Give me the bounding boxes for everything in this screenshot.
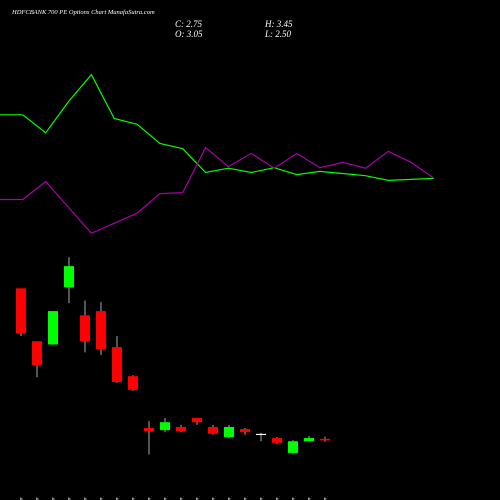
x-tick-label: 24 Mar	[17, 496, 24, 500]
candle-body	[16, 288, 26, 334]
x-tick-label: 04 Apr	[145, 496, 152, 500]
candle-body	[272, 438, 282, 443]
candle-body	[160, 422, 170, 431]
candle-body	[320, 438, 330, 441]
line-series	[0, 73, 435, 182]
x-tick-label: 15 Apr	[226, 496, 232, 500]
x-tick-label: 24 Apr	[321, 496, 328, 500]
candle-body	[208, 426, 218, 434]
x-tick-label: 28 Mar	[82, 496, 88, 500]
x-tick-label: 23 Apr	[306, 496, 312, 500]
high-label: H: 3.45	[264, 19, 293, 29]
candle-body	[192, 417, 202, 423]
open-label: O: 3.05	[175, 29, 203, 39]
candle-body	[144, 428, 154, 432]
x-tick-label: 16 Apr	[242, 496, 248, 500]
candle-body	[96, 311, 106, 350]
candle-body	[32, 341, 42, 366]
x-tick-label: 21 Apr	[274, 496, 280, 500]
low-label: L: 2.50	[264, 29, 292, 39]
x-tick-label: 17 Apr	[258, 496, 264, 500]
x-tick-label: 22 Apr	[290, 496, 296, 500]
candle-body	[224, 426, 234, 438]
x-tick-label: 02 Apr	[114, 496, 120, 500]
candle-body	[176, 426, 186, 432]
candle-body	[304, 438, 314, 442]
x-tick-label: 07 Apr	[162, 496, 168, 500]
x-tick-label: 01 Apr	[98, 496, 104, 500]
candle-body	[288, 441, 298, 453]
chart-title: HDFCBANK 700 PE Options Chart MunafaSutr…	[11, 9, 155, 16]
close-label: C: 2.75	[175, 19, 203, 29]
candle-body	[64, 266, 74, 288]
candle-body	[128, 376, 138, 390]
x-tick-label: 08 Apr	[178, 496, 184, 500]
x-tick-label: 27 Mar	[66, 496, 72, 500]
candle-body	[48, 311, 58, 345]
candle-body	[256, 433, 266, 436]
line-series	[0, 146, 435, 235]
x-tick-label: 26 Mar	[50, 496, 56, 500]
candle-body	[240, 429, 250, 433]
candle-body	[112, 347, 122, 382]
x-tick-label: 25 Mar	[34, 496, 40, 500]
x-tick-label: 09 Apr	[194, 496, 200, 500]
x-tick-label: 03 Apr	[130, 496, 136, 500]
x-tick-label: 11 Apr	[210, 496, 216, 500]
candle-body	[80, 315, 90, 342]
